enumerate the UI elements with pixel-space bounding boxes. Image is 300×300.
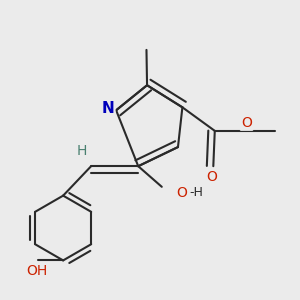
Text: H: H	[77, 145, 88, 158]
Text: -H: -H	[190, 186, 204, 199]
Text: N: N	[103, 101, 114, 116]
Text: O: O	[176, 186, 188, 200]
Text: O: O	[206, 170, 217, 184]
Text: OH: OH	[26, 264, 47, 278]
Text: O: O	[241, 116, 252, 130]
Text: OH: OH	[26, 264, 47, 278]
Text: O·H: O·H	[167, 186, 192, 200]
Text: H: H	[77, 145, 88, 158]
Text: N: N	[102, 101, 115, 116]
Text: O: O	[241, 116, 252, 130]
Text: O: O	[206, 170, 217, 184]
